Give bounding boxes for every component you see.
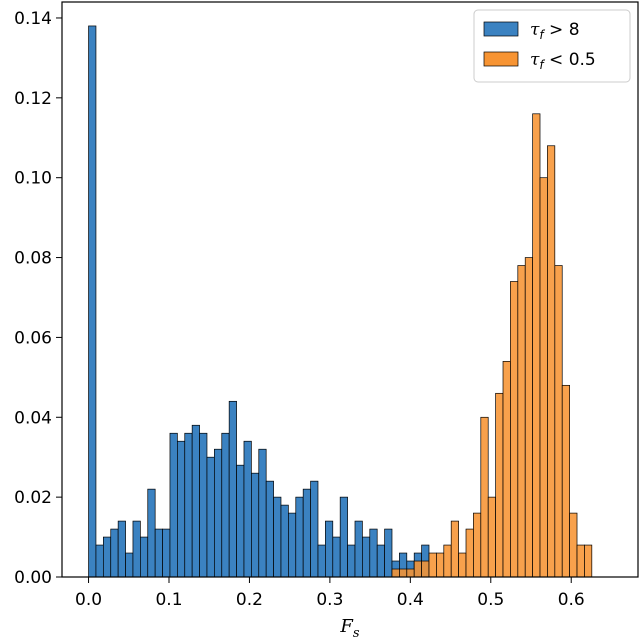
- histogram-bar: [154, 528, 163, 578]
- legend: τf > 8 τf < 0.5: [473, 9, 631, 83]
- histogram-bar: [273, 496, 282, 578]
- histogram-bar: [191, 424, 200, 578]
- histogram-bar: [140, 536, 149, 578]
- x-tick-label: 0.3: [316, 590, 343, 610]
- histogram-bar: [169, 432, 178, 578]
- y-tick-label: 0.00: [14, 568, 52, 588]
- histogram-bar: [561, 384, 570, 578]
- histogram-bar: [369, 528, 378, 578]
- y-tick-label: 0.04: [14, 408, 52, 428]
- legend-label: τf > 8: [530, 20, 580, 42]
- histogram-bar: [125, 552, 134, 578]
- histogram-bar: [288, 512, 297, 578]
- y-tick-label: 0.08: [14, 249, 52, 269]
- histogram-bar: [443, 544, 452, 578]
- histogram-bar: [458, 552, 467, 578]
- histogram-bar: [539, 177, 548, 578]
- histogram-bar: [295, 496, 304, 578]
- histogram-bar: [495, 392, 504, 578]
- y-tick-label: 0.14: [14, 9, 52, 29]
- histogram-bar: [569, 512, 578, 578]
- histogram-bar: [132, 520, 141, 578]
- histogram-bar: [102, 536, 112, 578]
- histogram-bar: [214, 448, 223, 578]
- histogram-bar: [554, 265, 563, 578]
- histogram-bar: [265, 480, 274, 578]
- histogram-bar: [258, 448, 267, 578]
- histogram-bar: [147, 488, 156, 578]
- histogram-bar: [317, 544, 326, 578]
- histogram-bar: [88, 25, 97, 578]
- histogram-bar: [465, 528, 474, 578]
- histogram-bar: [110, 528, 119, 578]
- histogram-bar: [524, 257, 533, 578]
- histogram-bar: [391, 568, 400, 578]
- histogram-bar: [421, 560, 430, 578]
- histogram-bar: [399, 568, 408, 578]
- histogram-bar: [325, 520, 334, 578]
- plot-frame: [61, 1, 639, 578]
- histogram-bar: [117, 520, 126, 578]
- histogram-bar: [406, 568, 415, 578]
- histogram-bar: [376, 544, 385, 578]
- y-tick-label: 0.10: [14, 169, 52, 189]
- histogram-bar: [206, 456, 215, 578]
- histogram-bar: [428, 552, 437, 578]
- x-tick-label: 0.5: [477, 590, 504, 610]
- histogram-bar: [221, 432, 230, 578]
- histogram-bar: [473, 512, 482, 578]
- histogram-bar: [184, 432, 193, 578]
- x-tick-label: 0.6: [558, 590, 585, 610]
- histogram-bar: [413, 560, 422, 578]
- x-tick-label: 0.4: [397, 590, 424, 610]
- histogram-bar: [228, 400, 237, 578]
- histogram-bar: [502, 361, 511, 578]
- bars-layer: [88, 25, 593, 578]
- histogram-bar: [362, 536, 371, 578]
- legend-swatch: [483, 51, 519, 67]
- y-tick-label: 0.06: [14, 328, 52, 348]
- histogram-bar: [243, 440, 252, 578]
- histogram-bar: [339, 496, 348, 578]
- histogram-bar: [436, 552, 445, 578]
- histogram-bar: [199, 432, 208, 578]
- series-1: [391, 113, 593, 578]
- histogram-bar: [302, 488, 311, 578]
- histogram-bar: [510, 281, 519, 578]
- histogram-bar: [354, 520, 363, 578]
- series-0: [88, 25, 430, 578]
- y-tick-label: 0.12: [14, 89, 52, 109]
- histogram-bar: [480, 416, 489, 578]
- histogram-bar: [162, 528, 171, 578]
- histogram-bar: [532, 113, 541, 578]
- histogram-bar: [584, 544, 593, 578]
- histogram-bar: [576, 544, 585, 578]
- histogram-bar: [332, 536, 341, 578]
- histogram-bar: [487, 496, 496, 578]
- histogram-bar: [347, 544, 356, 578]
- x-tick-label: 0.1: [155, 590, 182, 610]
- legend-label: τf < 0.5: [530, 50, 596, 72]
- histogram-bar: [310, 480, 319, 578]
- histogram-bar: [251, 472, 260, 578]
- histogram-bar: [517, 265, 526, 578]
- x-tick-label: 0.2: [236, 590, 263, 610]
- histogram-bar: [450, 520, 459, 578]
- x-tick-label: 0.0: [75, 590, 102, 610]
- histogram-bar: [280, 504, 289, 578]
- legend-swatch: [483, 21, 519, 37]
- y-axis: 0.00 0.02 0.04 0.06 0.08 0.10 0.12 0.14: [14, 9, 62, 588]
- x-axis: 0.0 0.1 0.2 0.3 0.4 0.5 0.6: [75, 577, 585, 610]
- histogram-bar: [236, 464, 245, 578]
- histogram-bar: [384, 528, 393, 578]
- histogram-bar: [177, 440, 186, 578]
- y-tick-label: 0.02: [14, 488, 52, 508]
- histogram-bar: [95, 544, 104, 578]
- histogram-bar: [547, 145, 556, 578]
- x-axis-label: Fs: [339, 616, 360, 640]
